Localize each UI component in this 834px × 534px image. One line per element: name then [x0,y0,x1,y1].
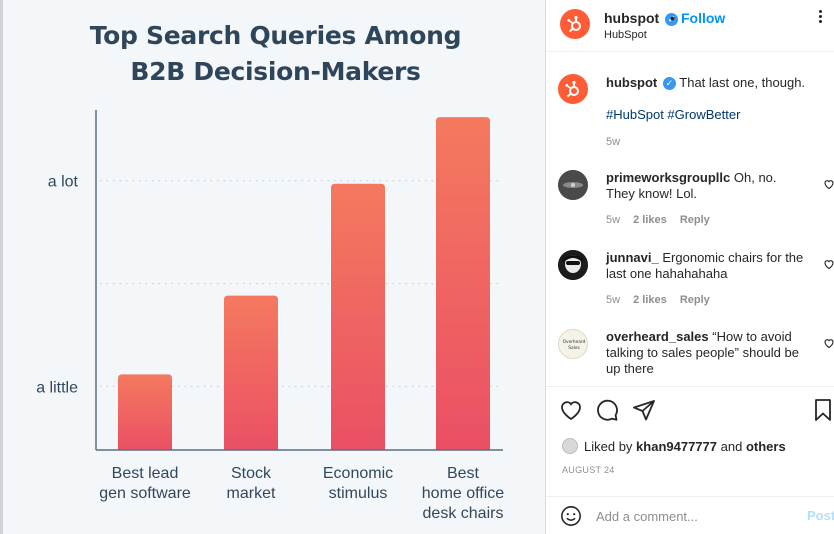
like-comment-heart-icon[interactable] [823,258,834,270]
liked-by-others[interactable]: others [745,438,786,454]
more-options-icon[interactable] [816,8,824,28]
follow-button[interactable]: Follow [681,10,726,26]
add-comment-bar: Post [546,496,834,534]
liked-by: Liked by khan9477777 and others [562,438,786,454]
comment-username[interactable]: primeworksgroupllc [606,170,731,185]
comment-avatar[interactable] [558,170,588,200]
chart-title: Top Search Queries Among B2B Decision-Ma… [3,18,548,90]
separator-dot: • [670,10,675,26]
comment-time[interactable]: 5w [606,214,621,226]
account-subtitle: HubSpot [604,29,647,41]
reply-button[interactable]: Reply [679,214,710,226]
chart-title-line-2: B2B Decision-Makers [130,57,421,86]
chart-title-line-1: Top Search Queries Among [89,21,462,50]
comment-likes[interactable]: 2 likes [633,294,667,306]
post-sidebar: hubspot ✓ • Follow HubSpot hubspot ✓ Tha… [545,0,834,534]
post-actions [546,398,834,424]
x-tick-label: Stock [231,465,272,482]
x-tick-label: market [227,485,276,502]
x-tick-label: Best lead [112,465,179,482]
post-header: hubspot ✓ • Follow HubSpot [546,0,834,52]
avatar-image [558,170,588,200]
verified-badge-icon: ✓ [665,13,679,26]
comment-time[interactable]: 5w [606,294,621,306]
bar [118,374,172,450]
comment-text: overheard_sales “How to avoid talking to… [606,329,806,377]
post-comment-button[interactable]: Post [807,508,834,523]
bar [331,183,385,450]
overheard-sales-logo: Overheard Sales [559,330,587,358]
reply-button[interactable]: Reply [679,294,710,306]
comment-input[interactable] [596,507,786,525]
caption-body: That last one, though. [679,75,806,90]
bar [224,295,278,450]
comment-meta: 5w 2 likes Reply [606,294,720,306]
share-paper-plane-icon[interactable] [632,398,656,422]
x-tick-label: Best [447,465,480,482]
caption-hashtags[interactable]: #HubSpot #GrowBetter [606,107,741,122]
like-comment-heart-icon[interactable] [823,178,834,190]
avatar-image [558,250,588,280]
liked-by-and: and [720,438,743,454]
caption-time[interactable]: 5w [606,136,621,148]
comment-bubble-icon[interactable] [595,398,619,422]
bar-chart: a little a lot Best lead gen software Stock m… [36,110,505,522]
liker-avatar[interactable] [562,438,578,454]
liked-by-user[interactable]: khan9477777 [636,438,717,454]
comment-avatar[interactable] [558,250,588,280]
comment-username[interactable]: overheard_sales [606,329,709,344]
like-comment-heart-icon[interactable] [823,337,834,349]
y-tick-label: a little [36,379,78,396]
x-tick-label: Economic [323,465,393,482]
emoji-smiley-icon[interactable] [560,505,582,527]
hubspot-logo-icon [565,80,579,98]
caption-text: hubspot ✓ That last one, though. [606,75,826,91]
comment-meta: 5w 2 likes Reply [606,214,720,226]
account-name[interactable]: hubspot ✓ [604,10,679,26]
caption-username[interactable]: hubspot [606,75,658,90]
comment-text: junnavi_ Ergonomic chairs for the last o… [606,250,806,282]
comment-body: “How to avoid talking to sales people” s… [606,329,799,376]
liked-by-prefix: Liked by [584,438,633,454]
avatar-logo-text-1: Overheard [563,339,586,345]
post-date[interactable]: AUGUST 24 [562,465,615,475]
y-tick-label: a lot [48,174,79,191]
x-tick-label: home office [422,485,505,502]
x-tick-label: stimulus [329,485,388,502]
comment-text: primeworksgroupllc Oh, no. They know! Lo… [606,170,806,202]
bar [436,117,490,450]
comment-body: Ergonomic chairs for the last one hahaha… [606,250,804,281]
hubspot-avatar[interactable] [560,9,590,39]
post-image: Top Search Queries Among B2B Decision-Ma… [0,0,545,534]
actions-divider [546,386,834,387]
save-bookmark-icon[interactable] [811,398,834,422]
hubspot-logo-icon [567,15,581,33]
comment-avatar[interactable]: Overheard Sales [558,329,588,359]
like-heart-icon[interactable] [559,398,583,422]
account-username[interactable]: hubspot [604,10,660,26]
verified-badge-icon: ✓ [662,77,676,90]
x-tick-label: desk chairs [423,505,504,522]
comment-likes[interactable]: 2 likes [633,214,667,226]
comment-username[interactable]: junnavi_ [606,250,659,265]
caption-avatar[interactable] [558,74,588,104]
comment-body: Oh, no. They know! Lol. [606,170,777,201]
x-tick-label: gen software [99,485,191,502]
avatar-logo-text-2: Sales [568,345,580,351]
